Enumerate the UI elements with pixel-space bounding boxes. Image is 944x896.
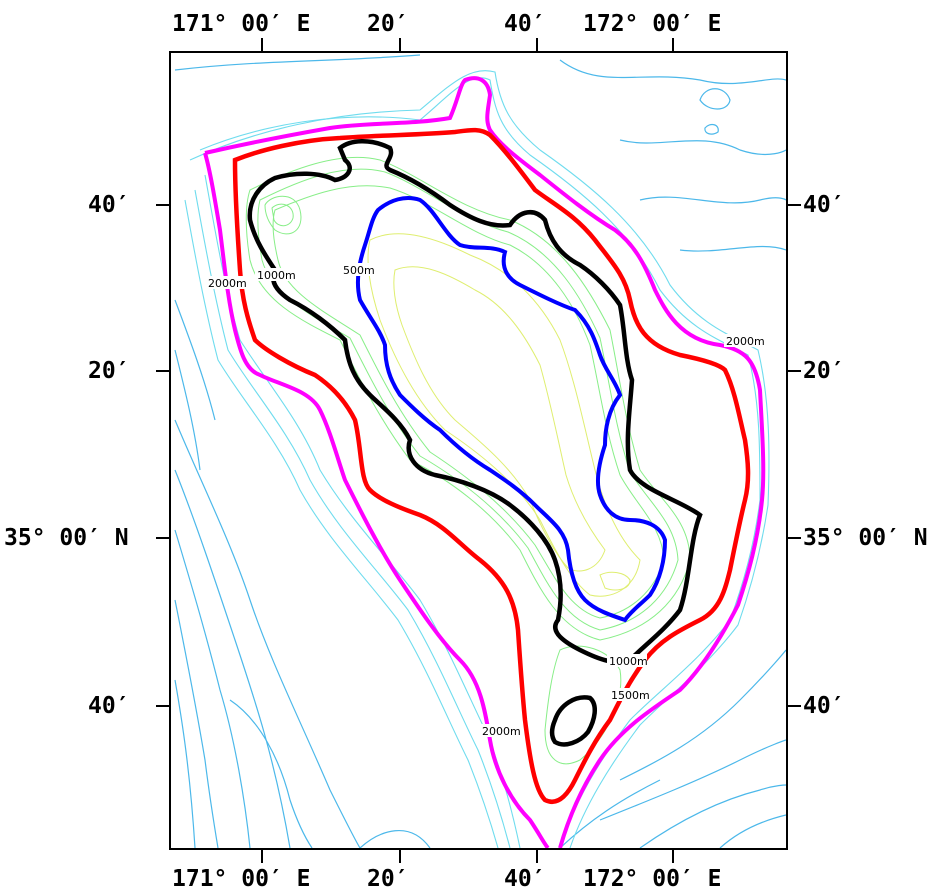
contour-labels: 2000m 1000m 500m 2000m 1000m 1500m 2000m [206, 263, 765, 738]
axis-ticks [156, 38, 801, 863]
top-tick-label-20: 20′ [367, 11, 409, 37]
contour-1000m [247, 139, 703, 665]
contour-label-2000m-east: 2000m [726, 335, 765, 348]
contour-label-2000m-west: 2000m [208, 277, 247, 290]
contour-label-1000m-south: 1000m [609, 655, 648, 668]
left-tick-label-20: 20′ [88, 358, 130, 384]
top-tick-label-172e: 172° 00′ E [583, 11, 722, 37]
contour-label-1000m-west: 1000m [257, 269, 296, 282]
map-frame [169, 51, 788, 850]
bottom-tick-label-20: 20′ [367, 866, 409, 892]
top-tick-label-171e: 171° 00′ E [172, 11, 311, 37]
right-tick-label-20: 20′ [803, 358, 845, 384]
bottom-tick-label-40: 40′ [504, 866, 546, 892]
left-tick-label-40: 40′ [88, 192, 130, 218]
contour-1000m-islet [549, 695, 597, 747]
contour-label-500m: 500m [343, 264, 375, 277]
right-tick-label-40: 40′ [803, 192, 845, 218]
right-tick-label-40-south: 40′ [803, 693, 845, 719]
top-tick-label-40: 40′ [504, 11, 546, 37]
contour-label-1500m: 1500m [611, 689, 650, 702]
bottom-tick-label-172e: 172° 00′ E [583, 866, 722, 892]
deep-contours [174, 54, 786, 848]
contour-label-2000m-south: 2000m [482, 725, 521, 738]
contour-2000m-outer [203, 76, 766, 848]
bottom-tick-label-171e: 171° 00′ E [172, 866, 311, 892]
left-tick-label-40-south: 40′ [88, 693, 130, 719]
right-tick-label-35n: 35° 00′ N [803, 525, 928, 551]
left-tick-label-35n: 35° 00′ N [4, 525, 129, 551]
contour-500m [355, 196, 668, 623]
